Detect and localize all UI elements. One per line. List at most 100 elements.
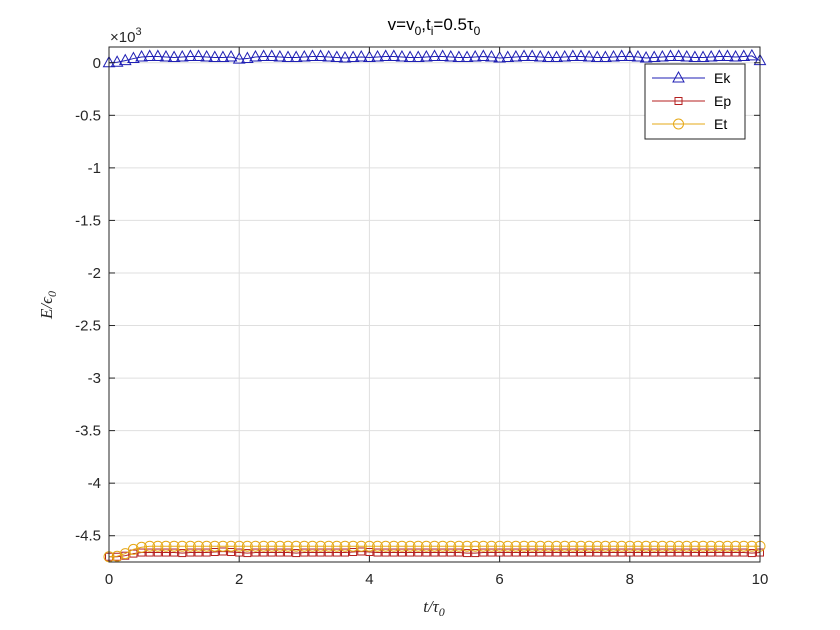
- data-point-et: [217, 540, 229, 552]
- data-point-ep: [397, 548, 406, 557]
- data-point-ep: [715, 548, 724, 557]
- data-point-et: [298, 540, 310, 552]
- data-point-ep: [446, 548, 455, 557]
- data-point-et: [363, 540, 375, 552]
- data-point-ep: [202, 548, 211, 557]
- legend-item-ep: Ep: [652, 93, 731, 109]
- data-point-et: [396, 540, 408, 552]
- data-point-ek: [444, 49, 458, 62]
- data-point-et: [640, 540, 652, 552]
- data-point-ep: [300, 548, 309, 557]
- data-point-ep: [284, 548, 293, 557]
- data-point-et: [372, 540, 384, 552]
- data-point-et: [241, 540, 253, 552]
- data-point-ek: [558, 49, 572, 62]
- data-point-et: [477, 540, 489, 552]
- data-point-ep: [227, 548, 236, 557]
- data-point-et: [518, 540, 530, 552]
- data-point-ep: [178, 549, 187, 558]
- data-point-et: [258, 540, 270, 552]
- data-point-ek: [542, 50, 555, 63]
- data-point-ek: [395, 49, 409, 62]
- legend-label-ek: Ek: [714, 70, 731, 86]
- data-point-et: [144, 540, 156, 552]
- data-point-ep: [340, 548, 349, 557]
- data-point-et: [608, 540, 620, 552]
- data-point-ek: [184, 49, 197, 61]
- y-multiplier: ×103: [110, 26, 142, 46]
- ticks: 0 2 4 6 8 10 0 -0.5 -1 -1.5 -2 -2.5 -3 -3.5 -4 -4.5: [75, 47, 768, 588]
- data-point-ek: [143, 49, 157, 61]
- data-point-ep: [520, 548, 529, 557]
- data-point-ek: [289, 50, 303, 63]
- data-point-et: [266, 540, 278, 552]
- y-tick-label: -2.5: [75, 318, 101, 335]
- data-point-et: [689, 540, 701, 552]
- data-point-ep: [357, 547, 366, 556]
- data-point-et: [713, 540, 725, 552]
- data-point-ep: [642, 548, 651, 557]
- data-point-ek: [639, 50, 653, 63]
- data-point-ep: [137, 548, 146, 557]
- legend-marker-ep: [674, 97, 683, 105]
- data-point-et: [648, 540, 660, 552]
- data-point-et: [697, 540, 709, 552]
- y-tick-label: -2: [88, 265, 101, 282]
- data-point-et: [526, 540, 538, 552]
- legend-item-ek: Ek: [652, 70, 731, 86]
- data-point-et: [656, 540, 668, 552]
- data-point-et: [160, 540, 172, 552]
- data-point-ep: [609, 548, 618, 557]
- data-point-ek: [216, 50, 230, 63]
- data-point-ep: [145, 548, 154, 557]
- data-point-ep: [454, 548, 463, 557]
- data-point-et: [412, 540, 424, 552]
- data-point-et: [233, 540, 245, 552]
- x-axis-label: t/τ0: [423, 597, 445, 619]
- legend-marker-et: [673, 118, 684, 130]
- data-point-et: [575, 540, 587, 552]
- data-point-ek: [265, 49, 279, 61]
- data-point-et: [111, 550, 123, 562]
- data-point-et: [274, 540, 286, 552]
- data-point-ek: [712, 49, 726, 61]
- data-point-et: [583, 540, 595, 552]
- data-point-ek: [322, 49, 336, 62]
- data-point-et: [152, 540, 164, 552]
- data-point-ek: [346, 50, 360, 63]
- data-point-ek: [680, 49, 694, 62]
- data-point-ek: [452, 50, 466, 63]
- data-point-et: [746, 540, 758, 552]
- data-point-ek: [232, 52, 246, 64]
- data-point-ep: [723, 548, 732, 557]
- data-point-et: [380, 540, 392, 552]
- data-point-ek: [468, 49, 482, 62]
- data-point-ek: [525, 49, 539, 61]
- data-point-ep: [267, 548, 276, 557]
- data-point-ek: [387, 49, 401, 61]
- data-point-ek: [550, 50, 563, 63]
- data-point-ek: [354, 49, 368, 62]
- data-point-et: [510, 540, 522, 552]
- data-point-ek: [590, 50, 604, 63]
- data-point-ep: [365, 548, 374, 557]
- data-point-ep: [487, 548, 496, 557]
- data-point-ek: [192, 49, 205, 61]
- data-point-ep: [503, 548, 512, 557]
- data-point-ep: [585, 548, 594, 557]
- data-point-ep: [699, 548, 708, 557]
- data-point-et: [624, 540, 636, 552]
- data-point-ep: [511, 548, 520, 557]
- data-point-ep: [658, 548, 667, 557]
- chart-title: v=v0,ti=0.5τ0: [388, 15, 481, 38]
- data-point-ek: [631, 49, 645, 62]
- data-point-et: [567, 540, 579, 552]
- data-point-et: [542, 540, 554, 552]
- data-point-et: [315, 540, 327, 552]
- data-point-ek: [420, 49, 433, 62]
- data-point-ek: [338, 50, 352, 63]
- data-point-ek: [509, 49, 523, 62]
- y-tick-label: -3: [88, 370, 101, 387]
- data-point-ep: [218, 547, 227, 556]
- data-point-ep: [471, 549, 480, 558]
